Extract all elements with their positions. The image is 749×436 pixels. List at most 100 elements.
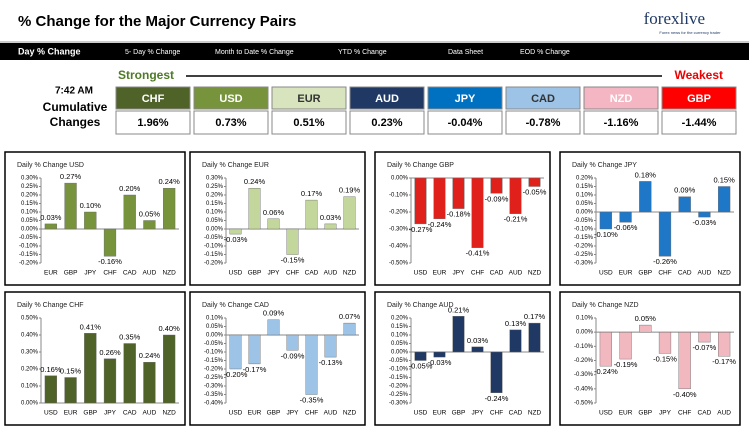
- x-tick-label: JPY: [453, 270, 466, 277]
- value-label: -0.17%: [712, 357, 736, 366]
- y-tick-label: -0.30%: [204, 384, 224, 390]
- y-tick-label: -0.30%: [574, 372, 594, 378]
- x-tick-label: GBP: [638, 410, 652, 417]
- x-tick-label: GBP: [638, 270, 652, 277]
- bar: [343, 196, 356, 230]
- currency-cell: [427, 110, 503, 135]
- bar: [267, 319, 280, 336]
- x-tick-label: JPY: [268, 270, 281, 277]
- x-tick-label: GBP: [452, 410, 466, 417]
- x-tick-label: CHF: [103, 270, 116, 277]
- tab-bar: [0, 43, 749, 60]
- cumulative-label: Cumulative Changes: [43, 100, 108, 129]
- x-tick-label: CAD: [490, 270, 504, 277]
- tab[interactable]: Data Sheet: [448, 49, 483, 56]
- y-tick-label: -0.25%: [574, 252, 594, 258]
- value-label: 0.17%: [524, 312, 546, 321]
- y-tick-label: -0.05%: [389, 358, 409, 364]
- value-label: -0.06%: [614, 223, 638, 232]
- value-label: 0.35%: [119, 332, 141, 341]
- y-tick-label: -0.20%: [389, 210, 409, 216]
- currency-name: EUR: [297, 93, 320, 105]
- bar: [267, 218, 280, 230]
- value-label: -0.21%: [504, 215, 528, 224]
- y-tick-label: 0.15%: [21, 201, 39, 207]
- x-tick-label: CHF: [658, 270, 671, 277]
- value-label: 0.17%: [301, 189, 323, 198]
- y-tick-label: -0.05%: [204, 341, 224, 347]
- y-tick-label: 0.25%: [206, 184, 224, 190]
- x-tick-label: USD: [44, 410, 58, 417]
- tab[interactable]: Month to Date % Change: [215, 49, 294, 56]
- currency-name: GBP: [687, 93, 711, 105]
- currency-header: [505, 86, 581, 110]
- bar: [452, 177, 465, 209]
- y-tick-label: 0.10%: [206, 210, 224, 216]
- value-label: 0.15%: [60, 366, 82, 375]
- y-tick-label: -0.20%: [19, 261, 39, 267]
- chart-title: Daily % Change NZD: [572, 302, 639, 309]
- value-label: -0.03%: [428, 358, 452, 367]
- value-label: -0.40%: [673, 390, 697, 399]
- value-label: -0.15%: [653, 354, 677, 363]
- bar: [414, 351, 427, 361]
- y-tick-label: -0.50%: [574, 401, 594, 407]
- value-label: 0.05%: [635, 314, 657, 323]
- y-tick-label: -0.20%: [389, 384, 409, 390]
- value-label: 0.27%: [60, 172, 82, 181]
- x-tick-label: AUD: [324, 410, 338, 417]
- currency-header: [193, 86, 269, 110]
- currency-value: 0.73%: [215, 117, 246, 129]
- currency-value: -1.44%: [682, 117, 717, 129]
- x-tick-label: NZD: [528, 270, 542, 277]
- x-tick-label: CAD: [123, 270, 137, 277]
- bar: [639, 324, 652, 333]
- y-tick-label: -0.15%: [204, 252, 224, 258]
- bar: [343, 322, 356, 336]
- value-label: -0.15%: [281, 255, 305, 264]
- tab[interactable]: Day % Change: [18, 46, 81, 56]
- bar: [698, 331, 711, 343]
- y-tick-label: 0.30%: [21, 350, 39, 356]
- value-label: 0.03%: [40, 213, 62, 222]
- x-tick-label: CHF: [305, 410, 318, 417]
- tab[interactable]: 5- Day % Change: [125, 49, 180, 56]
- chart-title: Daily % Change AUD: [387, 302, 454, 309]
- x-tick-label: CAD: [678, 270, 692, 277]
- currency-cell: [583, 110, 659, 135]
- currency-value: 0.51%: [293, 117, 324, 129]
- y-tick-label: -0.20%: [574, 244, 594, 250]
- chart-panel: [559, 291, 741, 426]
- tab[interactable]: YTD % Change: [338, 49, 387, 56]
- currency-value: -0.04%: [448, 117, 483, 129]
- y-tick-label: 0.00%: [21, 227, 39, 233]
- chart-panel: [189, 151, 366, 286]
- bar: [528, 322, 541, 353]
- y-tick-label: -0.25%: [204, 375, 224, 381]
- y-tick-label: -0.30%: [574, 261, 594, 267]
- value-label: 0.26%: [99, 348, 121, 357]
- currency-name: NZD: [610, 93, 633, 105]
- y-tick-label: 0.00%: [391, 176, 409, 182]
- bar: [619, 211, 632, 223]
- y-tick-label: 0.20%: [21, 367, 39, 373]
- value-label: 0.19%: [339, 186, 361, 195]
- chart-title: Daily % Change USD: [17, 162, 84, 169]
- y-tick-label: -0.15%: [389, 375, 409, 381]
- y-tick-label: -0.05%: [574, 218, 594, 224]
- y-tick-label: 0.10%: [576, 316, 594, 322]
- bar: [433, 177, 446, 219]
- time: 7:42 AM: [55, 86, 93, 97]
- y-tick-label: 0.00%: [391, 350, 409, 356]
- bar: [123, 194, 136, 230]
- value-label: -0.09%: [485, 194, 509, 203]
- currency-header: [349, 86, 425, 110]
- value-label: -0.13%: [319, 358, 343, 367]
- currency-name: JPY: [455, 93, 476, 105]
- x-tick-label: CHF: [490, 410, 503, 417]
- bar: [84, 333, 97, 404]
- x-tick-label: GBP: [248, 270, 262, 277]
- value-label: 0.21%: [448, 305, 470, 314]
- y-tick-label: 0.05%: [21, 218, 39, 224]
- tab[interactable]: EOD % Change: [520, 49, 570, 56]
